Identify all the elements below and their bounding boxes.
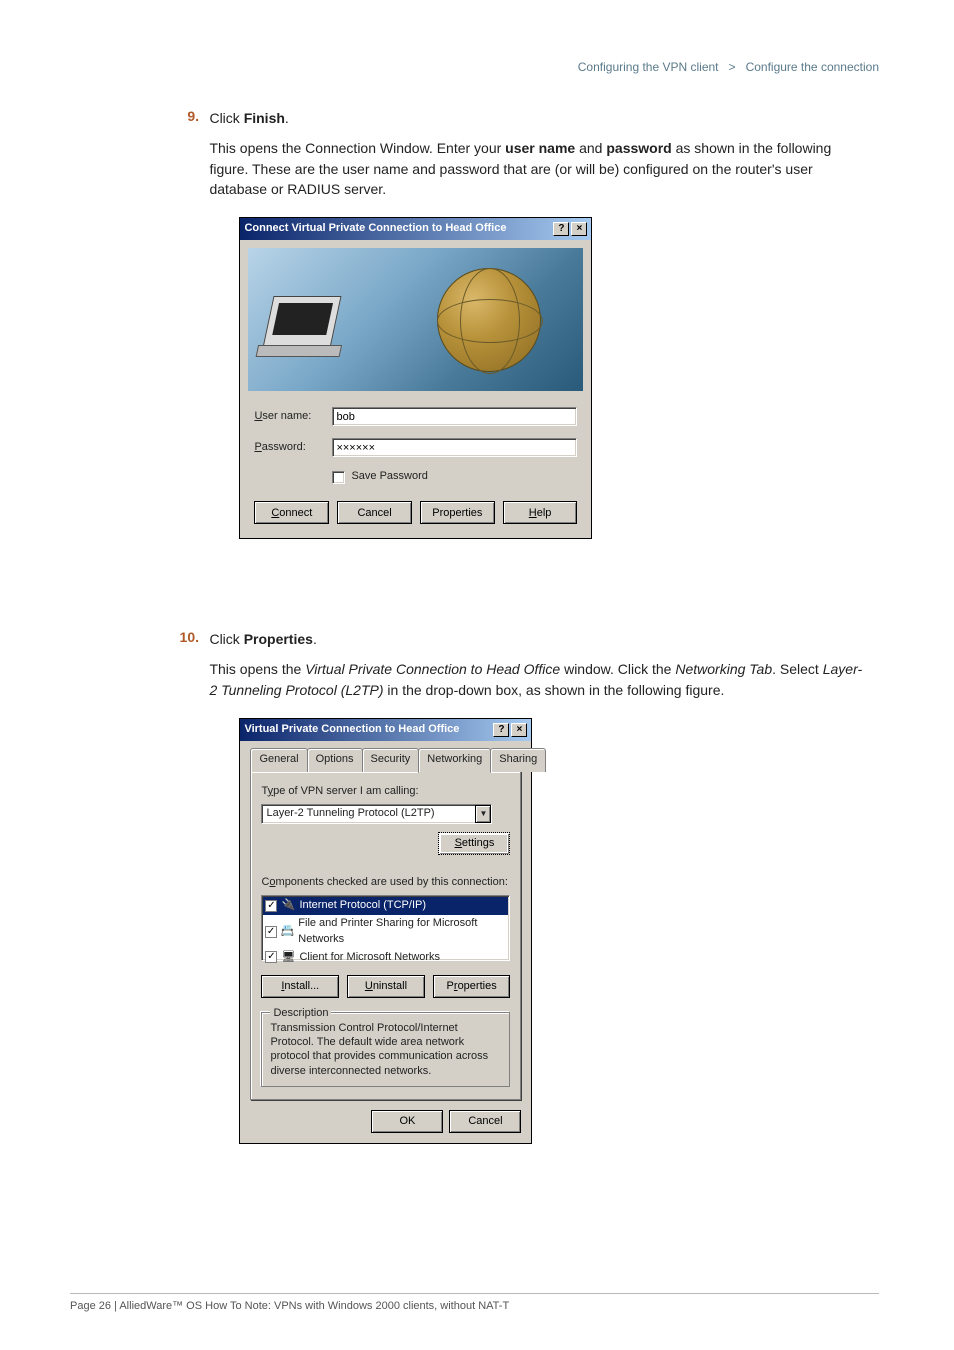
client-icon: 🖥 <box>281 950 295 964</box>
list-item[interactable]: ✓ 🖥 Client for Microsoft Networks <box>263 949 508 967</box>
help-button[interactable]: Help <box>503 501 578 524</box>
tabs: General Options Security Networking Shar… <box>250 748 521 772</box>
networking-panel: Type of VPN server I am calling: Layer-2… <box>250 771 521 1100</box>
connect-dialog: Connect Virtual Private Connection to He… <box>239 217 592 539</box>
properties-title: Virtual Private Connection to Head Offic… <box>244 722 491 738</box>
page-footer: Page 26 | AlliedWare™ OS How To Note: VP… <box>70 1293 879 1312</box>
list-item-label: Internet Protocol (TCP/IP) <box>299 898 426 914</box>
globe-icon <box>437 268 541 372</box>
step-10: 10. Click Properties. This opens the Vir… <box>175 629 885 1144</box>
save-password-row[interactable]: Save Password <box>332 469 577 485</box>
connect-title: Connect Virtual Private Connection to He… <box>244 221 551 237</box>
component-properties-button[interactable]: Properties <box>433 975 511 998</box>
password-input[interactable] <box>332 438 577 457</box>
step10-paragraph: This opens the Virtual Private Connectio… <box>209 659 869 700</box>
components-label: Components checked are used by this conn… <box>261 875 510 891</box>
close-icon[interactable]: × <box>511 723 527 737</box>
description-group: Description Transmission Control Protoco… <box>261 1012 510 1087</box>
uninstall-button[interactable]: Uninstall <box>347 975 425 998</box>
save-password-checkbox[interactable] <box>332 471 345 484</box>
header-breadcrumb: Configuring the VPN client > Configure t… <box>578 60 879 74</box>
save-password-label: Save Password <box>351 469 427 485</box>
step10-instruction: Click Properties. <box>209 629 869 649</box>
dropdown-arrow-icon[interactable]: ▼ <box>475 805 491 823</box>
help-icon[interactable]: ? <box>553 222 569 236</box>
checkbox-icon[interactable]: ✓ <box>265 926 276 938</box>
install-button[interactable]: Install... <box>261 975 339 998</box>
description-title: Description <box>270 1006 331 1022</box>
list-item[interactable]: ✓ 📇 File and Printer Sharing for Microso… <box>263 915 508 949</box>
settings-button[interactable]: Settings <box>438 832 510 855</box>
connect-form: User name: Password: Save Password <box>240 399 591 489</box>
step9-instruction: Click Finish. <box>209 108 869 128</box>
step-9: 9. Click Finish. This opens the Connecti… <box>175 108 885 539</box>
service-icon: 📇 <box>281 925 295 939</box>
protocol-icon: 🔌 <box>281 899 295 913</box>
connect-titlebar: Connect Virtual Private Connection to He… <box>240 218 591 240</box>
close-icon[interactable]: × <box>571 222 587 236</box>
footer-text: Page 26 | AlliedWare™ OS How To Note: VP… <box>70 1293 879 1312</box>
password-label: Password: <box>254 440 332 456</box>
cancel-button[interactable]: Cancel <box>449 1110 521 1133</box>
checkbox-icon[interactable]: ✓ <box>265 951 277 963</box>
username-input[interactable] <box>332 407 577 426</box>
step10-number: 10. <box>175 629 199 645</box>
step9-paragraph: This opens the Connection Window. Enter … <box>209 138 869 199</box>
computer-icon <box>263 296 342 348</box>
ok-button[interactable]: OK <box>371 1110 443 1133</box>
checkbox-icon[interactable]: ✓ <box>265 900 277 912</box>
tab-networking[interactable]: Networking <box>418 748 491 773</box>
vpn-type-select[interactable]: Layer-2 Tunneling Protocol (L2TP) <box>261 804 492 824</box>
page-content: 9. Click Finish. This opens the Connecti… <box>175 108 885 1144</box>
username-label: User name: <box>254 409 332 425</box>
list-item-label: Client for Microsoft Networks <box>299 950 440 966</box>
tab-sharing[interactable]: Sharing <box>490 748 546 772</box>
list-item[interactable]: ✓ 🔌 Internet Protocol (TCP/IP) <box>263 897 508 915</box>
tab-options[interactable]: Options <box>307 748 363 772</box>
list-item-label: File and Printer Sharing for Microsoft N… <box>298 916 506 948</box>
properties-button[interactable]: Properties <box>420 501 495 524</box>
components-listbox[interactable]: ✓ 🔌 Internet Protocol (TCP/IP) ✓ 📇 File … <box>261 895 510 961</box>
vpn-type-label: Type of VPN server I am calling: <box>261 784 510 800</box>
properties-dialog: Virtual Private Connection to Head Offic… <box>239 718 532 1144</box>
cancel-button[interactable]: Cancel <box>337 501 412 524</box>
connect-button[interactable]: Connect <box>254 501 329 524</box>
tab-general[interactable]: General <box>250 748 307 772</box>
help-icon[interactable]: ? <box>493 723 509 737</box>
connect-banner <box>248 248 583 391</box>
tab-security[interactable]: Security <box>362 748 420 772</box>
description-text: Transmission Control Protocol/Internet P… <box>270 1021 501 1078</box>
step9-number: 9. <box>175 108 199 124</box>
properties-titlebar: Virtual Private Connection to Head Offic… <box>240 719 531 741</box>
